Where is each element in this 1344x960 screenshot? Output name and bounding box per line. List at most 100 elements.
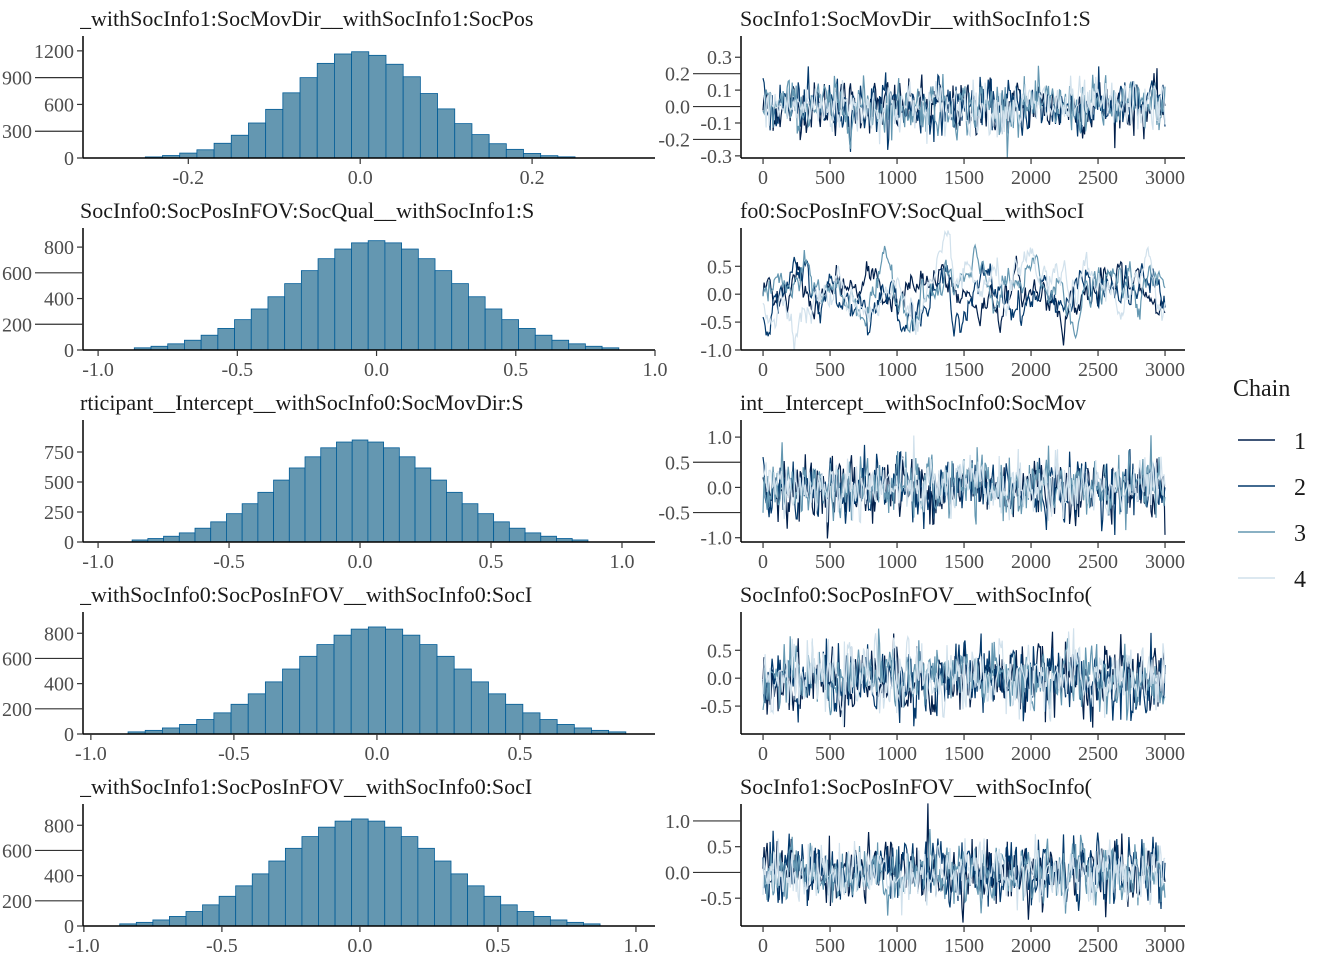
panel-title: int__Intercept__withSocInfo0:SocMov (740, 390, 1086, 415)
histogram-bar (533, 916, 551, 926)
histogram-bar (556, 724, 575, 734)
histogram-bar (299, 77, 318, 158)
histogram-bar (470, 681, 489, 734)
x-tick-label: 1500 (944, 935, 984, 957)
histogram-bar (383, 447, 400, 542)
histogram-bar (367, 626, 386, 734)
histogram-bar (508, 527, 526, 542)
y-tick-label: -0.2 (658, 129, 690, 151)
histogram-bar (167, 343, 185, 350)
histogram-bar (152, 919, 170, 926)
legend-label: 4 (1294, 567, 1306, 593)
histogram-bar (161, 727, 180, 734)
y-tick-label: 0.5 (707, 256, 732, 278)
x-tick-label: 0.2 (520, 167, 545, 189)
histogram-bar (178, 532, 196, 542)
histogram-bar (505, 703, 524, 734)
histogram-bar (194, 527, 212, 542)
histogram-bar (264, 681, 283, 734)
x-tick-label: -1.0 (82, 359, 114, 381)
histogram-bar (417, 847, 435, 926)
histogram-panel: _withSocInfo1:SocMovDir__withSocInfo1:So… (2, 6, 655, 189)
x-tick-label: 2500 (1078, 935, 1118, 957)
x-tick-label: -1.0 (82, 551, 114, 573)
x-tick-label: -0.5 (221, 359, 253, 381)
histogram-bar (400, 836, 419, 926)
histogram-bar (367, 820, 386, 926)
legend-item-chain-1: 1 (1238, 429, 1306, 455)
trace-panel: SocInfo1:SocPosInFOV__withSocInfo(0 500 10… (665, 774, 1185, 957)
histogram-bar (213, 712, 232, 734)
histogram-bar (446, 491, 463, 542)
histogram-bar (334, 820, 353, 926)
histogram-bar (351, 439, 369, 542)
histogram-bar (265, 108, 284, 158)
y-tick-label: 800 (44, 815, 74, 837)
x-tick-label: 2000 (1011, 935, 1051, 957)
x-tick-label: 2500 (1078, 167, 1118, 189)
y-tick-label: 600 (2, 263, 32, 285)
histogram-bar (316, 644, 335, 734)
y-tick-label: 600 (2, 648, 32, 670)
x-tick-label: 2000 (1011, 551, 1051, 573)
histogram-bar (226, 513, 243, 542)
y-tick-label: -1.0 (700, 340, 732, 362)
histogram-bar (282, 668, 301, 734)
trace-panel: fo0:SocPosInFOV:SocQual__withSocI 0 500 100… (700, 198, 1185, 381)
x-tick-label: 1500 (944, 551, 984, 573)
histogram-bar (248, 122, 267, 158)
histogram-bar (334, 248, 352, 350)
y-tick-label: 0.1 (707, 80, 732, 102)
histogram-bar (336, 441, 353, 542)
histogram-bar (500, 904, 518, 926)
y-tick-label: 0 (64, 916, 74, 938)
histogram-bar (200, 334, 219, 350)
x-tick-label: 0.5 (503, 359, 528, 381)
legend-label: 1 (1294, 429, 1306, 455)
histogram-bar (467, 885, 485, 926)
x-tick-label: 0.0 (364, 743, 389, 765)
histogram-bar (488, 143, 507, 158)
histogram-bar (351, 242, 369, 350)
x-tick-label: 0.5 (485, 935, 510, 957)
trace-panel: int__Intercept__withSocInfo0:SocMov 0 500 1… (658, 390, 1185, 573)
x-tick-label: 0 (758, 167, 768, 189)
histogram-bar (163, 535, 180, 542)
x-tick-label: 0 (758, 359, 768, 381)
histogram-bar (273, 479, 290, 542)
x-tick-label: 2000 (1011, 167, 1051, 189)
histogram-bar (184, 339, 202, 350)
histogram-bar (300, 270, 319, 350)
histogram-bar (230, 703, 249, 734)
histogram-bar (402, 634, 421, 734)
x-tick-label: 3000 (1145, 167, 1185, 189)
trace-panel: SocInfo0:SocPosInFOV__withSocInfo(0 500 10… (700, 582, 1185, 765)
histogram-bar (210, 521, 227, 542)
histogram-bar (251, 873, 270, 926)
x-tick-label: 1500 (944, 743, 984, 765)
histogram-bar (488, 693, 507, 734)
trace-line-chain-3 (762, 65, 1166, 158)
histogram-bar (436, 655, 455, 734)
y-tick-label: 0.3 (707, 47, 732, 69)
y-tick-label: 1200 (34, 41, 74, 63)
panel-title: SocInfo1:SocPosInFOV__withSocInfo( (740, 774, 1092, 799)
histogram-bar (461, 503, 479, 542)
histogram-bar (218, 895, 237, 926)
histogram-bar (568, 343, 586, 350)
histogram-bar (454, 123, 473, 158)
histogram-bar (384, 242, 403, 350)
histogram-bar (414, 467, 432, 542)
y-tick-label: 0.5 (707, 640, 732, 662)
panel-title: rticipant__Intercept__withSocInfo0:SocMo… (80, 390, 524, 415)
histogram-bar (241, 503, 259, 542)
panel-title: SocInfo0:SocPosInFOV__withSocInfo( (740, 582, 1092, 607)
histogram-bar (351, 818, 369, 926)
y-tick-label: 750 (44, 442, 74, 464)
histogram-bar (477, 513, 495, 542)
legend-label: 3 (1294, 521, 1306, 547)
x-tick-label: -0.5 (213, 551, 245, 573)
y-tick-label: 0 (64, 148, 74, 170)
legend-title: Chain (1233, 376, 1290, 402)
